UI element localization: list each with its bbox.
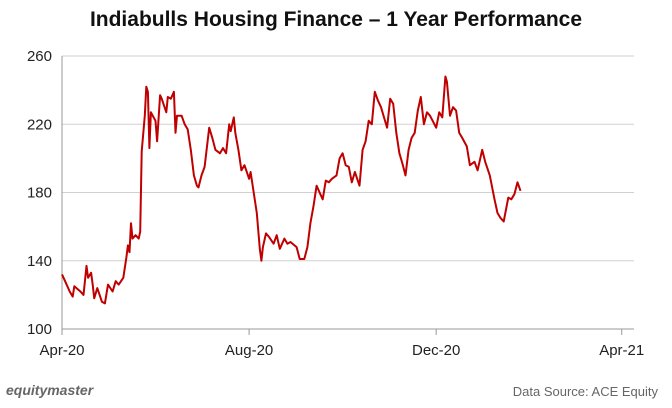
chart-title: Indiabulls Housing Finance – 1 Year Perf… [89, 8, 583, 31]
x-tick-label: Apr-20 [39, 342, 84, 359]
x-tick-label: Apr-21 [599, 342, 644, 359]
y-axis: 100 140 180 220 260 [27, 48, 52, 338]
x-tick-label: Dec-20 [412, 342, 460, 359]
y-tick-label: 260 [27, 48, 52, 65]
y-tick-label: 220 [27, 116, 52, 133]
x-axis: Apr-20 Aug-20 Dec-20 Apr-21 [39, 329, 644, 359]
gridlines [61, 55, 634, 330]
y-tick-label: 180 [27, 185, 52, 202]
brand-logo-text: equitymaster [6, 382, 94, 398]
x-tick-label: Aug-20 [225, 342, 273, 359]
y-tick-label: 140 [27, 253, 52, 270]
data-source: Data Source: ACE Equity [512, 384, 658, 399]
y-tick-label: 100 [27, 321, 52, 338]
price-line [61, 75, 522, 305]
